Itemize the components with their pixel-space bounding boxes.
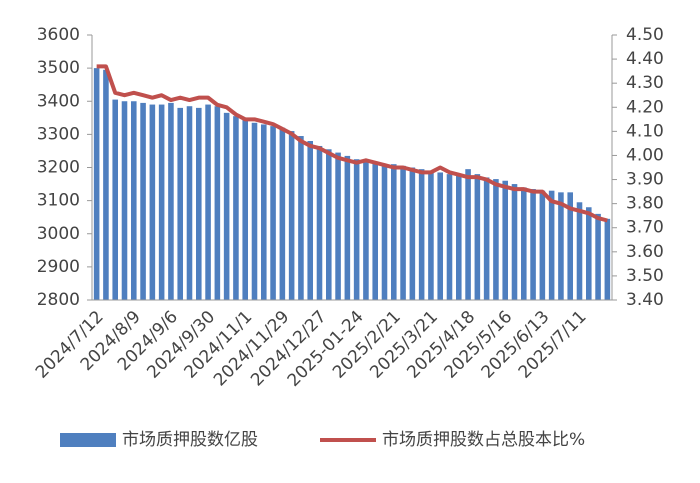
bar <box>548 190 555 300</box>
bar <box>121 101 128 300</box>
bar <box>168 102 174 300</box>
y2-tick-label: 3.90 <box>626 170 664 190</box>
bar <box>558 192 564 300</box>
bar <box>242 119 248 300</box>
y-tick-label: 2800 <box>37 290 80 310</box>
y2-tick-label: 3.80 <box>626 194 664 214</box>
legend-label: 市场质押股数占总股本比% <box>382 430 585 450</box>
bar <box>493 179 499 300</box>
y-tick-label: 3200 <box>37 158 80 178</box>
bar <box>530 189 536 300</box>
y-tick-label: 3300 <box>37 124 80 144</box>
bar <box>344 155 351 300</box>
bar <box>316 145 323 300</box>
bar <box>270 126 276 300</box>
bar <box>177 107 183 300</box>
y2-tick-label: 3.50 <box>626 266 664 286</box>
y-tick-label: 2900 <box>37 257 80 277</box>
bar <box>196 107 202 300</box>
bar <box>474 174 481 300</box>
bar <box>186 106 193 300</box>
y2-tick-label: 3.40 <box>626 290 664 310</box>
bar <box>437 172 443 300</box>
bar <box>502 180 508 300</box>
bar <box>418 169 425 300</box>
bar <box>279 127 286 300</box>
y2-tick-label: 4.40 <box>626 49 664 69</box>
y2-tick-label: 4.20 <box>626 97 664 117</box>
bar <box>428 170 434 300</box>
bar <box>576 202 583 300</box>
bar <box>140 102 146 300</box>
bar <box>483 177 490 300</box>
bar <box>103 69 109 300</box>
legend-swatch <box>60 433 116 447</box>
bar <box>409 167 416 300</box>
bar <box>288 131 295 300</box>
y-tick-label: 3000 <box>37 224 80 244</box>
bar <box>326 149 332 300</box>
y-tick-label: 3100 <box>37 191 80 211</box>
bar <box>372 162 378 300</box>
bar <box>233 116 239 300</box>
bar <box>149 104 156 300</box>
bar <box>446 174 453 300</box>
bar <box>595 213 601 300</box>
bar <box>205 104 211 300</box>
bar <box>158 104 165 300</box>
bar <box>381 164 388 300</box>
y2-tick-label: 3.60 <box>626 242 664 262</box>
line <box>96 64 608 223</box>
y2-tick-label: 4.00 <box>626 145 664 165</box>
bar <box>511 184 518 300</box>
bar <box>363 160 369 300</box>
y-tick-label: 3400 <box>37 91 80 111</box>
bar <box>400 165 406 300</box>
bar <box>586 207 592 300</box>
legend-label: 市场质押股数亿股 <box>122 430 258 450</box>
bar <box>456 174 462 300</box>
y-tick-label: 3600 <box>37 25 80 45</box>
bar <box>335 152 341 300</box>
bar <box>539 190 546 300</box>
y2-tick-label: 4.30 <box>626 73 664 93</box>
bar <box>353 159 360 300</box>
bar <box>261 124 267 300</box>
bar <box>223 112 230 300</box>
y2-tick-label: 3.70 <box>626 218 664 238</box>
bar <box>567 192 573 300</box>
bar <box>307 141 313 300</box>
y-tick-label: 3500 <box>37 58 80 78</box>
bar <box>298 136 304 300</box>
bar <box>214 106 221 300</box>
y2-tick-label: 4.50 <box>626 25 664 45</box>
y2-tick-label: 4.10 <box>626 121 664 141</box>
bar <box>604 218 611 300</box>
bar <box>112 99 118 300</box>
bar <box>131 101 137 300</box>
bar <box>521 187 527 300</box>
bar <box>93 68 100 300</box>
bar <box>391 164 397 300</box>
bar <box>465 169 471 300</box>
bar <box>251 122 258 300</box>
